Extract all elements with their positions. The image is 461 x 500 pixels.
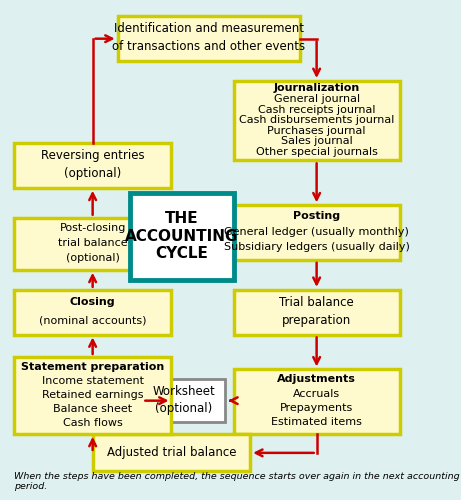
FancyBboxPatch shape (234, 370, 400, 434)
Text: of transactions and other events: of transactions and other events (112, 40, 305, 53)
Text: General journal: General journal (273, 94, 360, 104)
Text: Cash disbursements journal: Cash disbursements journal (239, 115, 394, 125)
Text: (optional): (optional) (64, 167, 121, 180)
Text: (optional): (optional) (66, 253, 119, 263)
FancyBboxPatch shape (14, 143, 171, 188)
FancyBboxPatch shape (234, 290, 400, 335)
FancyBboxPatch shape (142, 380, 225, 422)
Text: (nominal accounts): (nominal accounts) (39, 315, 147, 325)
Text: Identification and measurement: Identification and measurement (114, 22, 304, 36)
Text: THE
ACCOUNTING
CYCLE: THE ACCOUNTING CYCLE (125, 212, 239, 261)
Text: Prepayments: Prepayments (280, 403, 353, 413)
Text: Trial balance: Trial balance (279, 296, 354, 309)
FancyBboxPatch shape (14, 357, 171, 434)
Text: (optional): (optional) (155, 402, 213, 414)
Text: Journalization: Journalization (273, 84, 360, 94)
Text: Other special journals: Other special journals (256, 147, 378, 157)
Text: Adjusted trial balance: Adjusted trial balance (106, 446, 236, 459)
FancyBboxPatch shape (14, 290, 171, 335)
FancyBboxPatch shape (130, 193, 234, 280)
Text: Subsidiary ledgers (usually daily): Subsidiary ledgers (usually daily) (224, 242, 409, 252)
Text: When the steps have been completed, the sequence starts over again in the next a: When the steps have been completed, the … (14, 472, 460, 491)
Text: trial balance: trial balance (58, 238, 127, 248)
Text: Income statement: Income statement (41, 376, 144, 386)
FancyBboxPatch shape (14, 218, 171, 270)
Text: Closing: Closing (70, 298, 115, 308)
FancyBboxPatch shape (234, 81, 400, 160)
Text: Balance sheet: Balance sheet (53, 404, 132, 413)
Text: Worksheet: Worksheet (153, 384, 215, 398)
FancyBboxPatch shape (234, 205, 400, 260)
FancyBboxPatch shape (118, 16, 300, 61)
Text: Cash receipts journal: Cash receipts journal (258, 104, 375, 115)
Text: Sales journal: Sales journal (281, 136, 353, 146)
Text: Reversing entries: Reversing entries (41, 149, 144, 162)
Text: Adjustments: Adjustments (277, 374, 356, 384)
Text: Posting: Posting (293, 211, 340, 221)
Text: Retained earnings: Retained earnings (42, 390, 143, 400)
Text: Estimated items: Estimated items (271, 418, 362, 428)
Text: Purchases journal: Purchases journal (267, 126, 366, 136)
Text: preparation: preparation (282, 314, 351, 326)
Text: Post-closing: Post-closing (59, 223, 126, 233)
Text: General ledger (usually monthly): General ledger (usually monthly) (224, 227, 409, 237)
Text: Accruals: Accruals (293, 389, 340, 399)
FancyBboxPatch shape (93, 434, 250, 472)
Text: Statement preparation: Statement preparation (21, 362, 164, 372)
Text: Cash flows: Cash flows (63, 418, 123, 428)
